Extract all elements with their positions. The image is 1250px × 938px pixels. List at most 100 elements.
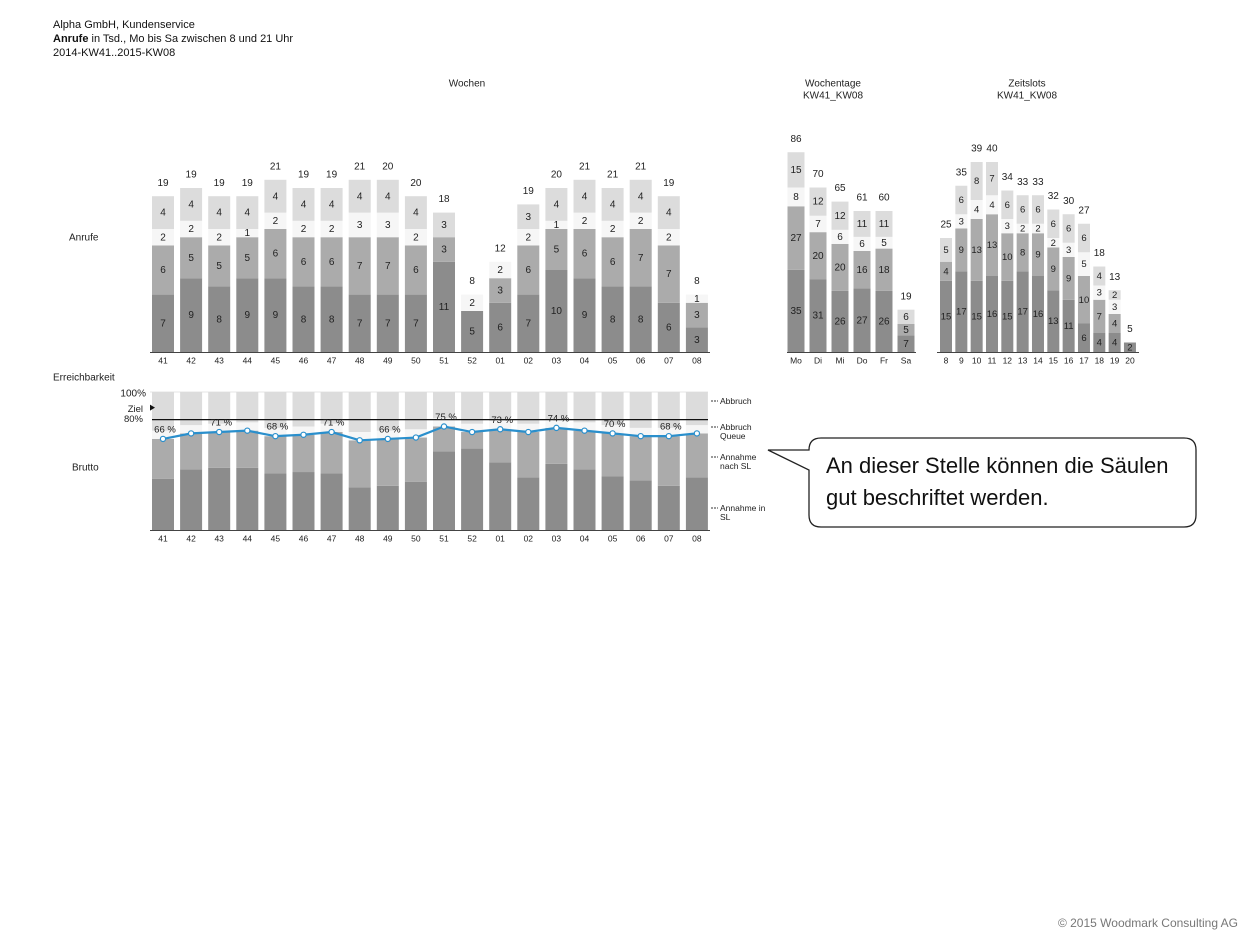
x-tick-label: 50: [411, 533, 421, 543]
bar-segment: [264, 179, 287, 213]
bar-segment: [809, 187, 827, 216]
bar-segment: [629, 212, 652, 229]
line-point: [272, 432, 279, 440]
segment-label: 4: [329, 200, 335, 211]
bar-segment: [264, 229, 287, 279]
line-point: [468, 428, 476, 436]
x-tick-label: 13: [1018, 355, 1028, 365]
segment-label: 4: [1112, 319, 1117, 330]
bar-segment: [601, 237, 624, 287]
x-tick-label: 45: [271, 533, 281, 543]
bar-segment: [573, 392, 596, 423]
segment-label: 2: [666, 232, 672, 243]
bar-segment: [1093, 285, 1106, 300]
bar-segment: [180, 188, 203, 221]
line-point: [215, 428, 223, 436]
x-tick-label: 01: [495, 355, 505, 365]
x-tick-label: 01: [495, 533, 505, 543]
bar-segment: [180, 433, 203, 470]
segment-label: 4: [974, 205, 979, 216]
bar-segment: [1093, 299, 1106, 333]
bar-segment: [601, 425, 624, 434]
line-point: [553, 424, 560, 432]
total-label: 61: [856, 193, 868, 204]
line: [162, 425, 698, 442]
bar-segment: [657, 436, 680, 486]
segment-label: 7: [385, 318, 391, 329]
bar-segment: [236, 196, 259, 229]
x-tick-label: 20: [1125, 355, 1135, 365]
bar-segment: [629, 436, 652, 481]
bar-segment: [955, 271, 968, 352]
bar-segment: [573, 229, 596, 279]
x-tick-label: 47: [327, 533, 337, 543]
bar-segment: [433, 418, 455, 427]
bar-segment: [1108, 290, 1121, 300]
x-tick-label: 49: [383, 533, 393, 543]
bar-segment: [1001, 190, 1014, 219]
bar-segment: [875, 248, 893, 291]
value-label: 66 %: [154, 424, 176, 435]
bar-segment: [264, 278, 287, 352]
bar-segment: [320, 473, 343, 530]
total-label: 18: [1094, 248, 1106, 259]
segment-label: 9: [1066, 273, 1071, 284]
bar-segment: [404, 392, 427, 430]
bar-segment: [970, 280, 983, 352]
x-tick-label: 02: [524, 533, 534, 543]
callout-box: [767, 437, 1197, 528]
total-label: 34: [1002, 172, 1014, 183]
bar-segment: [264, 212, 287, 229]
legend-label: Annahme in SL: [720, 503, 766, 522]
total-label: 39: [971, 144, 983, 155]
x-tick-label: 05: [608, 533, 618, 543]
segment-label: 11: [439, 302, 450, 313]
bar-segment: [517, 423, 540, 433]
segment-label: 4: [188, 200, 194, 211]
segment-label: 17: [956, 307, 967, 318]
period: 2014-KW41..2015-KW08: [53, 47, 176, 59]
bar-segment: [787, 187, 805, 207]
bar-segment: [809, 215, 827, 233]
x-tick-label: 19: [1110, 355, 1120, 365]
total-label: 8: [469, 276, 475, 287]
segment-label: 17: [1017, 307, 1028, 318]
total-label: 19: [663, 178, 675, 189]
bar-segment: [489, 429, 512, 463]
bar-segment: [404, 229, 427, 246]
bar-segment: [348, 237, 371, 295]
bar-segment: [461, 448, 484, 530]
x-tick-label: 07: [664, 533, 674, 543]
segment-label: 6: [1020, 205, 1025, 216]
bar-segment: [1016, 271, 1029, 352]
segment-label: 2: [160, 232, 166, 243]
bar-segment: [629, 427, 652, 437]
bar-segment: [264, 427, 287, 437]
bar-segment: [264, 392, 287, 428]
bar-segment: [264, 473, 287, 530]
bar-segment: [292, 392, 315, 427]
bar-segment: [489, 302, 512, 352]
segment-label: 6: [837, 232, 843, 243]
subtitle-bold: Anrufe: [53, 33, 89, 45]
bar-segment: [376, 438, 399, 486]
bar-segment: [208, 392, 231, 424]
total-label: 35: [956, 167, 968, 178]
row-label: Brutto: [72, 463, 99, 474]
segment-label: 4: [554, 200, 560, 211]
segment-label: 6: [526, 265, 532, 276]
x-tick-label: 48: [355, 355, 365, 365]
segment-label: 7: [526, 318, 532, 329]
segment-label: 2: [216, 232, 222, 243]
segment-label: 10: [1002, 252, 1013, 263]
segment-label: 6: [859, 239, 865, 250]
segment-label: 31: [812, 311, 824, 322]
x-tick-label: 43: [214, 533, 224, 543]
bar-segment: [348, 294, 371, 352]
segment-label: 16: [1033, 309, 1044, 320]
bar-segment: [517, 432, 540, 478]
total-label: 21: [607, 170, 619, 181]
segment-label: 9: [188, 310, 194, 321]
bar-segment: [853, 236, 871, 251]
